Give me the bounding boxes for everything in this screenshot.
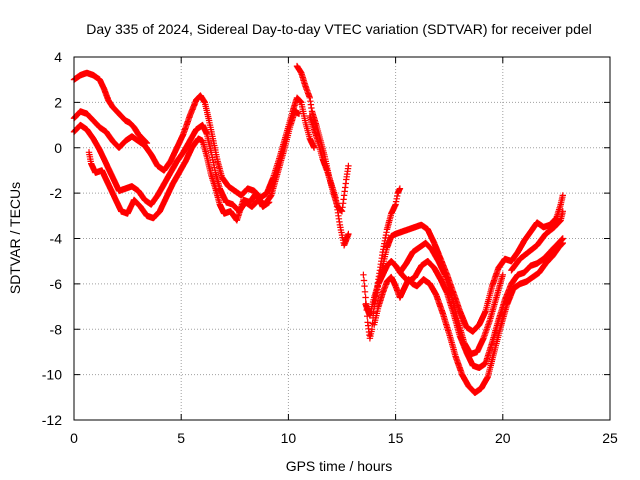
- point-markers: [85, 135, 273, 224]
- y-axis-label: SDTVAR / TECUs: [7, 182, 23, 294]
- y-tick-label: 4: [54, 49, 62, 65]
- x-axis-label: GPS time / hours: [286, 458, 393, 474]
- chart-title: Day 335 of 2024, Sidereal Day-to-day VTE…: [86, 21, 592, 37]
- y-tick-label: -10: [42, 367, 62, 383]
- y-tick-label: 0: [54, 140, 62, 156]
- x-tick-label: 25: [602, 430, 618, 446]
- x-tick-label: 10: [281, 430, 297, 446]
- series-trace-9: [371, 239, 566, 396]
- series-trace-6: [306, 112, 352, 249]
- x-tick-label: 20: [495, 430, 511, 446]
- series-trace-4: [85, 135, 273, 224]
- y-tick-label: 2: [54, 94, 62, 110]
- y-tick-label: -4: [50, 231, 63, 247]
- series-trace-10: [371, 185, 404, 310]
- point-markers: [396, 239, 506, 358]
- point-markers: [371, 239, 566, 396]
- x-tick-label: 15: [388, 430, 404, 446]
- y-tick-label: -6: [50, 276, 63, 292]
- axis-ticks: 0 5 10 15 20 25 -12 -10 -8 -6 -4 -2 0 2 4: [42, 49, 618, 446]
- y-tick-label: -8: [50, 321, 63, 337]
- x-tick-label: 0: [70, 430, 78, 446]
- series-trace-11: [396, 239, 506, 358]
- y-tick-label: -2: [50, 185, 63, 201]
- point-markers: [306, 112, 352, 249]
- point-markers: [371, 185, 404, 310]
- point-markers: [508, 208, 566, 274]
- y-tick-label: -12: [42, 412, 62, 428]
- data-points: [70, 62, 566, 396]
- x-tick-label: 5: [177, 430, 185, 446]
- series-trace-12: [508, 208, 566, 274]
